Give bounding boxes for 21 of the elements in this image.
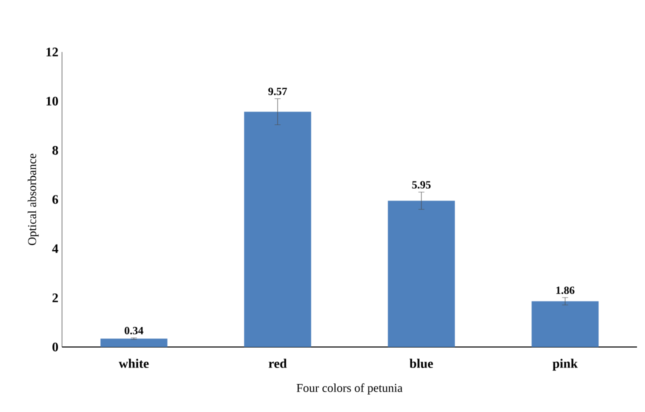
- x-tick-label: pink: [552, 358, 578, 371]
- bar: [100, 338, 168, 347]
- bar: [532, 301, 599, 347]
- y-tick-label: 2: [52, 294, 58, 302]
- y-tick-label: 6: [52, 195, 58, 204]
- data-label: 0.34: [124, 326, 144, 334]
- y-tick-label: 4: [52, 244, 58, 253]
- x-axis-title: Four colors of petunia: [296, 383, 402, 394]
- bar: [244, 112, 312, 347]
- bar: [388, 200, 455, 347]
- x-tick-label: blue: [410, 358, 433, 368]
- y-tick-label: 10: [46, 96, 58, 106]
- data-label: 9.57: [268, 88, 287, 96]
- y-axis-title: Optical absorbance: [28, 154, 39, 246]
- y-tick-label: 0: [52, 342, 58, 352]
- x-tick-label: red: [268, 358, 287, 368]
- data-label: 1.86: [556, 286, 574, 294]
- y-tick-label: 12: [46, 48, 58, 56]
- x-tick-label: white: [118, 358, 149, 368]
- data-label: 5.95: [412, 181, 431, 189]
- y-tick-label: 8: [52, 146, 58, 155]
